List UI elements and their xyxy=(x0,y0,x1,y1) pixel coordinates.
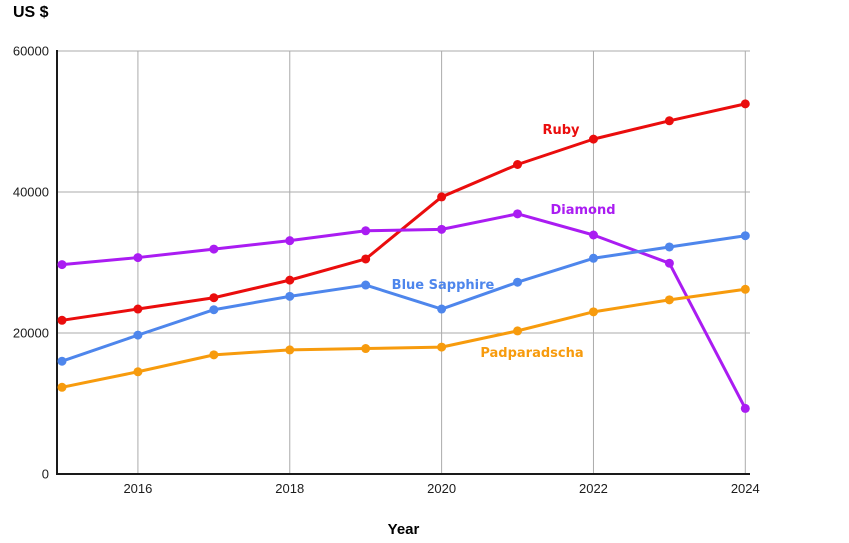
data-point-diamond xyxy=(437,224,447,234)
data-point-diamond xyxy=(285,236,295,246)
data-point-padparadscha xyxy=(740,284,750,294)
x-axis-title: Year xyxy=(387,521,420,538)
data-point-blue-sapphire xyxy=(361,280,371,290)
y-tick-label: 40000 xyxy=(13,185,49,200)
data-point-blue-sapphire xyxy=(664,242,674,252)
series-label-blue-sapphire: Blue Sapphire xyxy=(392,278,495,293)
data-point-ruby xyxy=(133,304,143,314)
data-point-padparadscha xyxy=(133,367,143,377)
data-point-diamond xyxy=(588,230,598,240)
data-point-ruby xyxy=(588,134,598,144)
data-point-padparadscha xyxy=(285,345,295,355)
data-point-padparadscha xyxy=(588,307,598,317)
data-point-blue-sapphire xyxy=(588,253,598,263)
data-point-diamond xyxy=(513,209,523,219)
data-point-ruby xyxy=(361,254,371,264)
y-tick-label: 0 xyxy=(42,467,49,482)
x-tick-label: 2016 xyxy=(123,481,152,496)
data-point-blue-sapphire xyxy=(740,231,750,241)
series-line-ruby xyxy=(60,102,747,322)
data-point-padparadscha xyxy=(57,382,67,392)
data-point-blue-sapphire xyxy=(513,277,523,287)
y-tick-label: 20000 xyxy=(13,326,49,341)
data-point-ruby xyxy=(437,192,447,202)
data-point-padparadscha xyxy=(361,344,371,354)
data-point-blue-sapphire xyxy=(285,291,295,301)
series-line-padparadscha xyxy=(60,287,747,389)
data-point-padparadscha xyxy=(664,295,674,305)
data-point-blue-sapphire xyxy=(209,305,219,315)
data-point-blue-sapphire xyxy=(57,356,67,366)
x-tick-label: 2022 xyxy=(579,481,608,496)
series-line-diamond xyxy=(60,212,747,410)
series-label-padparadscha: Padparadscha xyxy=(480,346,583,361)
y-tick-label: 60000 xyxy=(13,44,49,59)
data-point-diamond xyxy=(133,253,143,263)
data-point-ruby xyxy=(664,116,674,126)
data-point-padparadscha xyxy=(209,350,219,360)
data-point-diamond xyxy=(57,260,67,270)
data-point-ruby xyxy=(57,315,67,325)
data-point-diamond xyxy=(361,226,371,236)
data-point-ruby xyxy=(513,160,523,170)
data-point-padparadscha xyxy=(513,326,523,336)
data-point-diamond xyxy=(209,244,219,254)
data-point-ruby xyxy=(740,99,750,109)
x-tick-label: 2018 xyxy=(275,481,304,496)
data-point-blue-sapphire xyxy=(437,304,447,314)
x-tick-label: 2020 xyxy=(427,481,456,496)
x-tick-label: 2024 xyxy=(731,481,760,496)
data-point-ruby xyxy=(209,293,219,303)
data-point-diamond xyxy=(664,258,674,268)
series-line-blue-sapphire xyxy=(60,234,747,363)
data-point-ruby xyxy=(285,275,295,285)
data-point-diamond xyxy=(740,403,750,413)
data-point-padparadscha xyxy=(437,342,447,352)
data-point-blue-sapphire xyxy=(133,330,143,340)
y-axis-title: US $ xyxy=(13,4,49,21)
series-label-ruby: Ruby xyxy=(542,123,580,138)
series-label-diamond: Diamond xyxy=(550,203,615,218)
